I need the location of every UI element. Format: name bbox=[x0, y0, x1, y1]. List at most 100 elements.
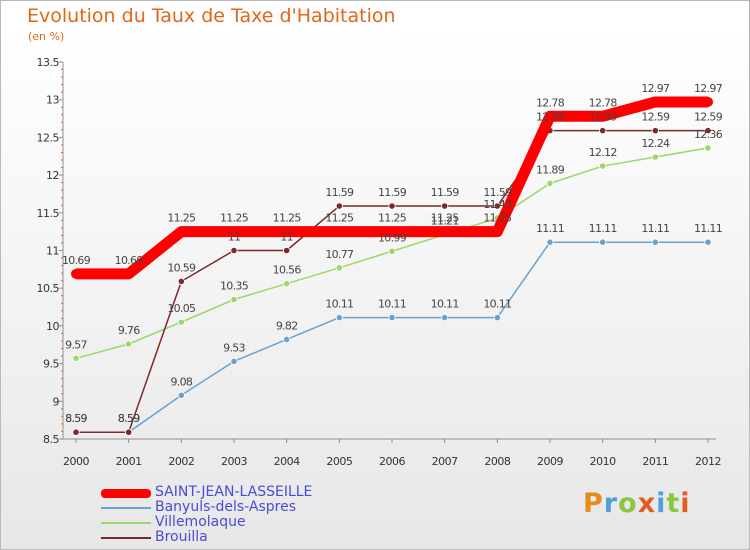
data-label: 11.11 bbox=[694, 222, 722, 235]
data-point bbox=[599, 238, 607, 246]
data-label: 8.59 bbox=[118, 412, 140, 425]
data-label: 9.53 bbox=[223, 341, 245, 354]
data-label: 12.36 bbox=[694, 128, 723, 141]
data-label: 8.59 bbox=[118, 412, 140, 425]
y-tick-label: 11.5 bbox=[37, 207, 60, 220]
data-point bbox=[599, 127, 607, 135]
data-point bbox=[229, 226, 239, 237]
y-tick-label: 8.5 bbox=[43, 433, 59, 446]
x-tick-label: 2003 bbox=[221, 455, 247, 468]
data-label: 11.25 bbox=[167, 212, 196, 225]
x-tick-label: 2007 bbox=[432, 455, 458, 468]
data-label: 11.25 bbox=[273, 212, 302, 225]
data-point bbox=[650, 96, 661, 107]
data-label: 12.97 bbox=[641, 82, 670, 95]
y-tick-label: 13 bbox=[46, 94, 59, 107]
data-point bbox=[546, 238, 554, 246]
y-tick-label: 11 bbox=[46, 245, 59, 258]
data-label: 10.11 bbox=[378, 298, 406, 311]
data-point bbox=[176, 226, 187, 237]
data-point bbox=[651, 238, 659, 246]
data-label: 8.59 bbox=[65, 412, 87, 425]
data-point bbox=[335, 314, 343, 322]
data-point bbox=[704, 127, 712, 135]
data-label: 11.89 bbox=[536, 163, 565, 176]
data-label: 12.59 bbox=[694, 111, 723, 124]
y-tick-label: 12.5 bbox=[37, 131, 60, 144]
legend-label: SAINT-JEAN-LASSEILLE bbox=[155, 484, 313, 500]
y-tick-label: 12 bbox=[46, 169, 59, 182]
data-point bbox=[388, 247, 396, 255]
data-label: 11.25 bbox=[483, 212, 512, 225]
data-point bbox=[493, 314, 501, 322]
legend-item: Banyuls-dels-Aspres bbox=[101, 499, 421, 516]
data-label: 11.25 bbox=[220, 212, 249, 225]
data-label: 12.78 bbox=[536, 96, 565, 109]
data-label: 11.25 bbox=[378, 212, 407, 225]
data-point bbox=[177, 277, 185, 286]
data-label: 11.11 bbox=[641, 222, 669, 235]
data-label: 11 bbox=[280, 231, 293, 244]
data-point bbox=[177, 391, 185, 399]
data-point bbox=[651, 127, 659, 135]
data-point bbox=[230, 246, 238, 255]
data-label: 9.08 bbox=[170, 375, 192, 388]
data-label: 12.59 bbox=[589, 111, 618, 124]
data-point bbox=[597, 111, 608, 122]
data-point bbox=[335, 202, 343, 210]
data-label: 12.59 bbox=[641, 111, 670, 124]
data-point bbox=[230, 295, 238, 304]
data-point bbox=[72, 354, 80, 362]
data-label: 11.21 bbox=[431, 215, 459, 228]
data-point bbox=[230, 357, 238, 365]
data-label: 11.59 bbox=[378, 186, 407, 199]
data-point bbox=[283, 335, 291, 344]
data-label: 11.59 bbox=[483, 186, 512, 199]
data-point bbox=[177, 318, 185, 326]
data-point bbox=[125, 340, 133, 348]
data-point bbox=[546, 179, 554, 187]
data-point bbox=[123, 268, 134, 279]
data-label: 9.82 bbox=[276, 319, 298, 332]
data-label: 12.59 bbox=[536, 111, 565, 124]
data-point bbox=[125, 428, 133, 436]
data-label: 12.97 bbox=[694, 82, 723, 95]
data-point bbox=[441, 314, 449, 322]
y-tick-label: 10.5 bbox=[37, 282, 60, 295]
data-point bbox=[388, 314, 396, 322]
data-label: 10.05 bbox=[167, 302, 196, 315]
data-label: 9.76 bbox=[118, 324, 140, 337]
legend-item: Villemolaque bbox=[101, 514, 421, 531]
data-point bbox=[704, 238, 712, 246]
data-label: 11.59 bbox=[431, 186, 460, 199]
chart-title: Evolution du Taux de Taxe d'Habitation bbox=[27, 5, 396, 27]
data-label: 11.11 bbox=[589, 222, 617, 235]
data-point bbox=[334, 226, 345, 237]
data-point bbox=[441, 202, 449, 210]
data-label: 12.78 bbox=[589, 96, 618, 109]
legend-swatch bbox=[101, 507, 151, 509]
x-tick-label: 2001 bbox=[116, 455, 142, 468]
x-tick-label: 2009 bbox=[537, 455, 563, 468]
data-point bbox=[71, 268, 81, 279]
y-tick-label: 13.5 bbox=[37, 56, 60, 69]
legend-label: Brouilla bbox=[155, 529, 208, 545]
data-point bbox=[72, 428, 80, 436]
data-label: 11.25 bbox=[431, 212, 460, 225]
legend-label: Villemolaque bbox=[155, 514, 246, 530]
x-tick-label: 2011 bbox=[642, 455, 668, 468]
data-label: 12.24 bbox=[641, 137, 670, 150]
data-label: 11.59 bbox=[325, 186, 354, 199]
x-tick-label: 2006 bbox=[379, 455, 405, 468]
proxiti-logo: Proxiti bbox=[583, 488, 691, 519]
data-point bbox=[599, 162, 607, 170]
x-tick-label: 2000 bbox=[63, 455, 89, 468]
x-tick-label: 2004 bbox=[274, 455, 300, 468]
legend-item: Brouilla bbox=[101, 529, 421, 546]
data-point bbox=[335, 264, 343, 272]
x-tick-label: 2002 bbox=[168, 455, 194, 468]
data-point bbox=[283, 280, 291, 288]
data-point bbox=[493, 202, 501, 210]
data-label: 10.59 bbox=[167, 261, 196, 274]
